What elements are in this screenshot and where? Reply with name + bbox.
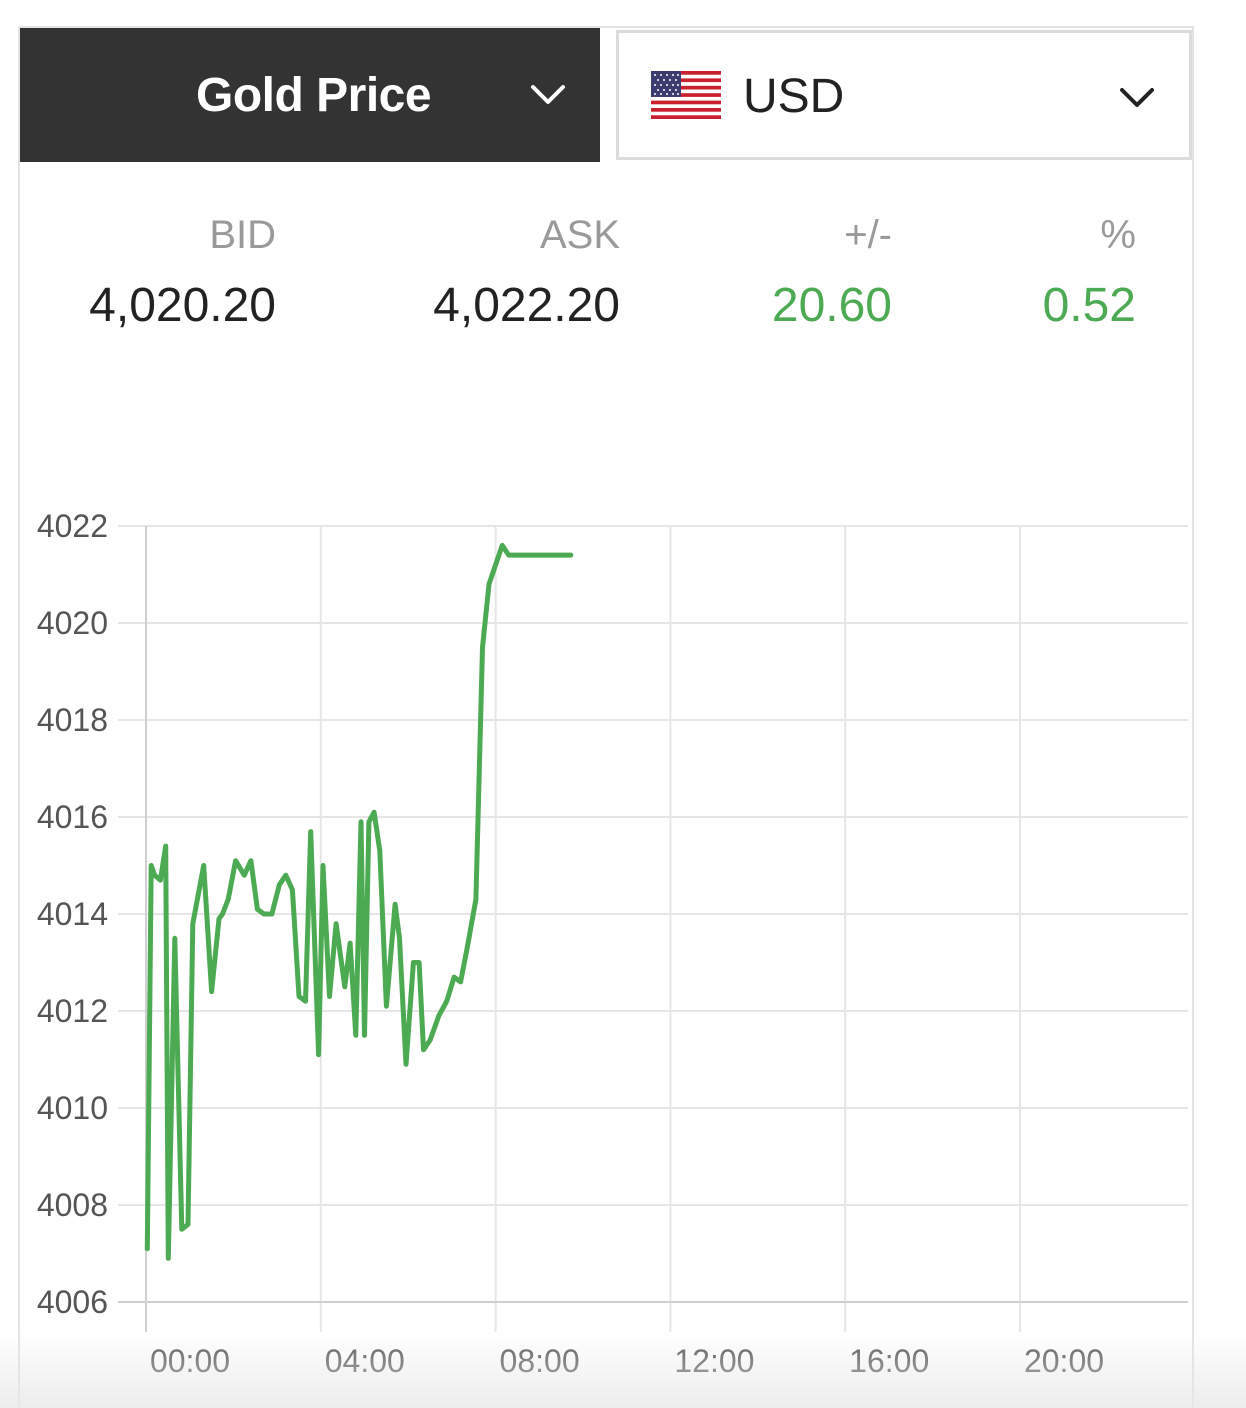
gold-price-widget: Gold Price U [18, 26, 1194, 1408]
quote-panel: BID 4,020.20 ASK 4,022.20 +/- 20.60 % 0.… [20, 208, 1196, 348]
y-tick-label-4018: 4018 [37, 702, 108, 738]
series-line-0 [144, 542, 574, 1261]
y-tick-label-4006: 4006 [37, 1284, 108, 1320]
x-tick-label-1: 04:00 [325, 1343, 405, 1379]
chevron-down-icon [1120, 88, 1154, 107]
y-tick-label-4016: 4016 [37, 799, 108, 835]
y-tick-label-4022: 4022 [37, 508, 108, 544]
bid-value: 4,020.20 [89, 279, 276, 332]
x-tick-label-3: 12:00 [674, 1343, 754, 1379]
metal-dropdown-label: Gold Price [196, 69, 432, 122]
bid-label: BID [209, 213, 276, 257]
change-value: 20.60 [771, 279, 892, 332]
ask-value: 4,022.20 [433, 279, 620, 332]
us-flag-icon [651, 71, 721, 119]
chevron-down-icon [531, 85, 565, 104]
percent-label: % [1100, 213, 1136, 257]
y-tick-label-4020: 4020 [37, 605, 108, 641]
chart-grid [118, 525, 1188, 1332]
y-tick-label-4010: 4010 [37, 1090, 108, 1126]
x-tick-label-0: 00:00 [150, 1343, 230, 1379]
x-tick-label-2: 08:00 [500, 1343, 580, 1379]
currency-dropdown-label: USD [743, 70, 845, 123]
x-axis-ticks: 00:00 04:00 08:00 12:00 16:00 20:00 [150, 1343, 1104, 1379]
currency-dropdown[interactable]: USD [616, 30, 1192, 160]
y-tick-label-4014: 4014 [37, 896, 108, 932]
change-label: +/- [844, 213, 892, 257]
metal-dropdown[interactable]: Gold Price [20, 28, 600, 162]
chart-series [144, 542, 574, 1261]
y-tick-label-4008: 4008 [37, 1187, 108, 1223]
x-tick-label-4: 16:00 [849, 1343, 929, 1379]
x-tick-label-5: 20:00 [1024, 1343, 1104, 1379]
ask-label: ASK [539, 213, 620, 257]
y-tick-label-4012: 4012 [37, 993, 108, 1029]
percent-value: 0.52 [1042, 279, 1136, 332]
y-axis-ticks: 4006 4008 4010 4012 4014 4016 4018 4020 4022 [37, 508, 108, 1320]
